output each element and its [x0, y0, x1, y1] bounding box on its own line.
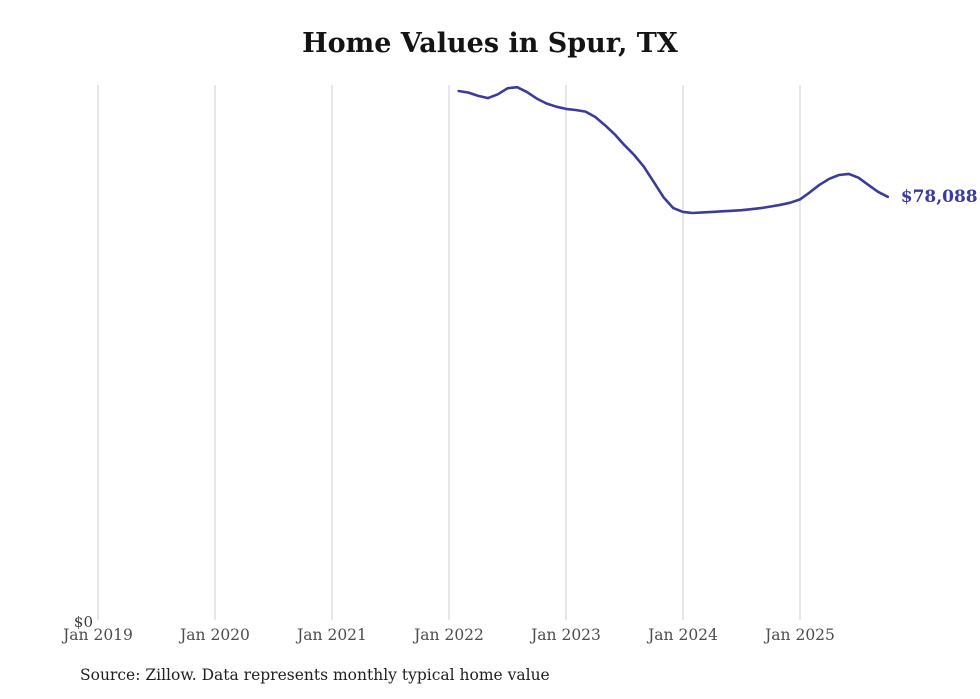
x-tick-label: Jan 2022 — [412, 626, 484, 644]
x-tick-label: Jan 2024 — [646, 626, 718, 644]
source-note: Source: Zillow. Data represents monthly … — [80, 666, 550, 684]
x-tick-label: Jan 2023 — [529, 626, 601, 644]
x-tick-label: Jan 2025 — [763, 626, 835, 644]
y-axis-zero-label: $0 — [73, 613, 93, 631]
value-line — [457, 85, 890, 215]
x-tick-label: Jan 2021 — [295, 626, 367, 644]
x-tick-label: Jan 2019 — [61, 626, 133, 644]
latest-value-label: $78,088 — [900, 186, 978, 207]
chart-title: Home Values in Spur, TX — [302, 28, 678, 59]
x-tick-label: Jan 2020 — [178, 626, 250, 644]
